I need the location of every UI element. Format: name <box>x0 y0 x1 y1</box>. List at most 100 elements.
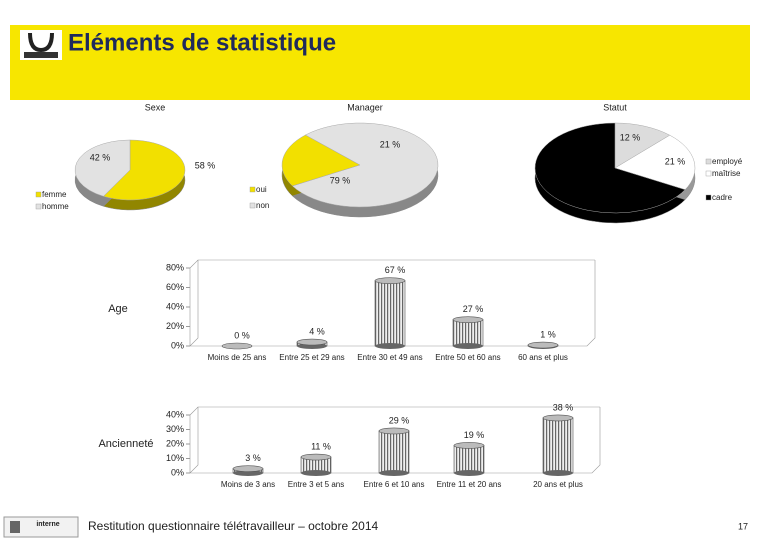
bar <box>300 453 332 476</box>
legend-label: non <box>256 201 269 210</box>
y-tick-label: 0% <box>171 467 184 477</box>
bar <box>296 338 328 349</box>
bar-part <box>374 280 406 347</box>
data-label: 21 % <box>380 139 401 149</box>
data-label: 79 % <box>330 175 351 185</box>
data-label: 42 % <box>90 152 111 162</box>
bar-part <box>232 465 264 472</box>
legend-swatch <box>705 194 712 201</box>
data-label: 12 % <box>620 132 641 142</box>
legend-label: cadre <box>712 193 733 202</box>
bar <box>374 277 406 349</box>
page-number: 17 <box>738 521 748 531</box>
x-tick-label: Entre 3 et 5 ans <box>288 480 344 489</box>
bar-part <box>543 470 573 476</box>
pie-slice <box>291 122 439 208</box>
bar-part <box>453 442 485 449</box>
bar <box>452 316 484 349</box>
pie-slice <box>534 122 686 214</box>
legend-label: homme <box>42 202 69 211</box>
bar-part <box>453 445 485 474</box>
y-tick-label: 40% <box>166 409 184 419</box>
bar-part <box>378 427 410 435</box>
legend-label: maîtrise <box>712 169 741 178</box>
legend-swatch <box>35 203 42 210</box>
header-band <box>10 25 750 100</box>
legend-swatch <box>249 186 256 193</box>
bar <box>378 427 410 476</box>
chart-title: Ancienneté <box>98 438 153 450</box>
bar-part <box>452 316 484 323</box>
legend-swatch <box>35 191 42 198</box>
y-tick-label: 60% <box>166 282 184 292</box>
pie-slice <box>281 134 361 187</box>
x-tick-label: Entre 30 et 49 ans <box>357 353 422 362</box>
y-tick-label: 30% <box>166 424 184 434</box>
bar-part <box>527 341 559 349</box>
y-tick-label: 10% <box>166 453 184 463</box>
bar <box>527 341 559 349</box>
data-label: 4 % <box>309 326 325 336</box>
data-label: 21 % <box>665 156 686 166</box>
chart-title: Manager <box>347 102 383 112</box>
title: Eléments de statistique <box>68 29 336 56</box>
legend-swatch <box>249 202 256 209</box>
pie-slice <box>614 122 671 169</box>
bar <box>542 414 574 476</box>
bar-part <box>300 453 332 461</box>
bar-part <box>374 277 406 284</box>
x-tick-label: Entre 6 et 10 ans <box>364 480 425 489</box>
bar-part <box>375 343 405 349</box>
bar <box>232 465 264 476</box>
legend-swatch <box>705 170 712 177</box>
y-tick-label: 0% <box>171 340 184 350</box>
y-tick-label: 20% <box>166 438 184 448</box>
legend-swatch <box>705 158 712 165</box>
chart-title: Sexe <box>145 102 166 112</box>
pie-slice <box>614 134 696 190</box>
bar <box>453 442 485 476</box>
data-label: 67 % <box>385 265 406 275</box>
bar-part <box>542 417 574 474</box>
x-tick-label: Entre 11 et 20 ans <box>437 480 502 489</box>
plot-frame <box>189 406 601 474</box>
data-label: 29 % <box>389 415 410 425</box>
data-label: 11 % <box>311 441 331 451</box>
plot-frame <box>189 259 596 347</box>
footer-text: Restitution questionnaire télétravailleu… <box>88 519 379 533</box>
y-tick-label: 20% <box>166 321 184 331</box>
bar-part <box>221 342 253 350</box>
x-tick-label: 20 ans et plus <box>533 480 583 489</box>
badge <box>3 516 79 538</box>
bar-part <box>301 470 331 476</box>
x-tick-label: Moins de 3 ans <box>221 480 275 489</box>
badge-text: interne <box>36 521 59 528</box>
bar-part <box>453 343 483 349</box>
logo <box>28 32 54 53</box>
badge-icon <box>10 521 20 533</box>
data-label: 1 % <box>540 329 556 339</box>
x-tick-label: Entre 25 et 29 ans <box>279 353 344 362</box>
y-tick-label: 40% <box>166 301 184 311</box>
chart-title: Age <box>108 303 128 315</box>
x-tick-label: 60 ans et plus <box>518 353 568 362</box>
bar-part <box>296 338 328 346</box>
legend-label: oui <box>256 185 267 194</box>
data-label: 38 % <box>553 402 574 412</box>
pie-slice <box>74 139 131 197</box>
logo-bar <box>24 52 58 58</box>
data-label: 0 % <box>234 330 250 340</box>
legend-label: femme <box>42 190 67 199</box>
data-label: 27 % <box>463 304 484 314</box>
chart-title: Statut <box>603 102 627 112</box>
bar <box>221 342 253 350</box>
bar-part <box>454 470 484 476</box>
bar-part <box>379 470 409 476</box>
data-label: 58 % <box>195 160 216 170</box>
bar-part <box>452 319 484 347</box>
legend-label: employé <box>712 157 743 166</box>
x-tick-label: Entre 50 et 60 ans <box>435 353 500 362</box>
bar-part <box>542 414 574 422</box>
data-label: 3 % <box>245 453 261 463</box>
